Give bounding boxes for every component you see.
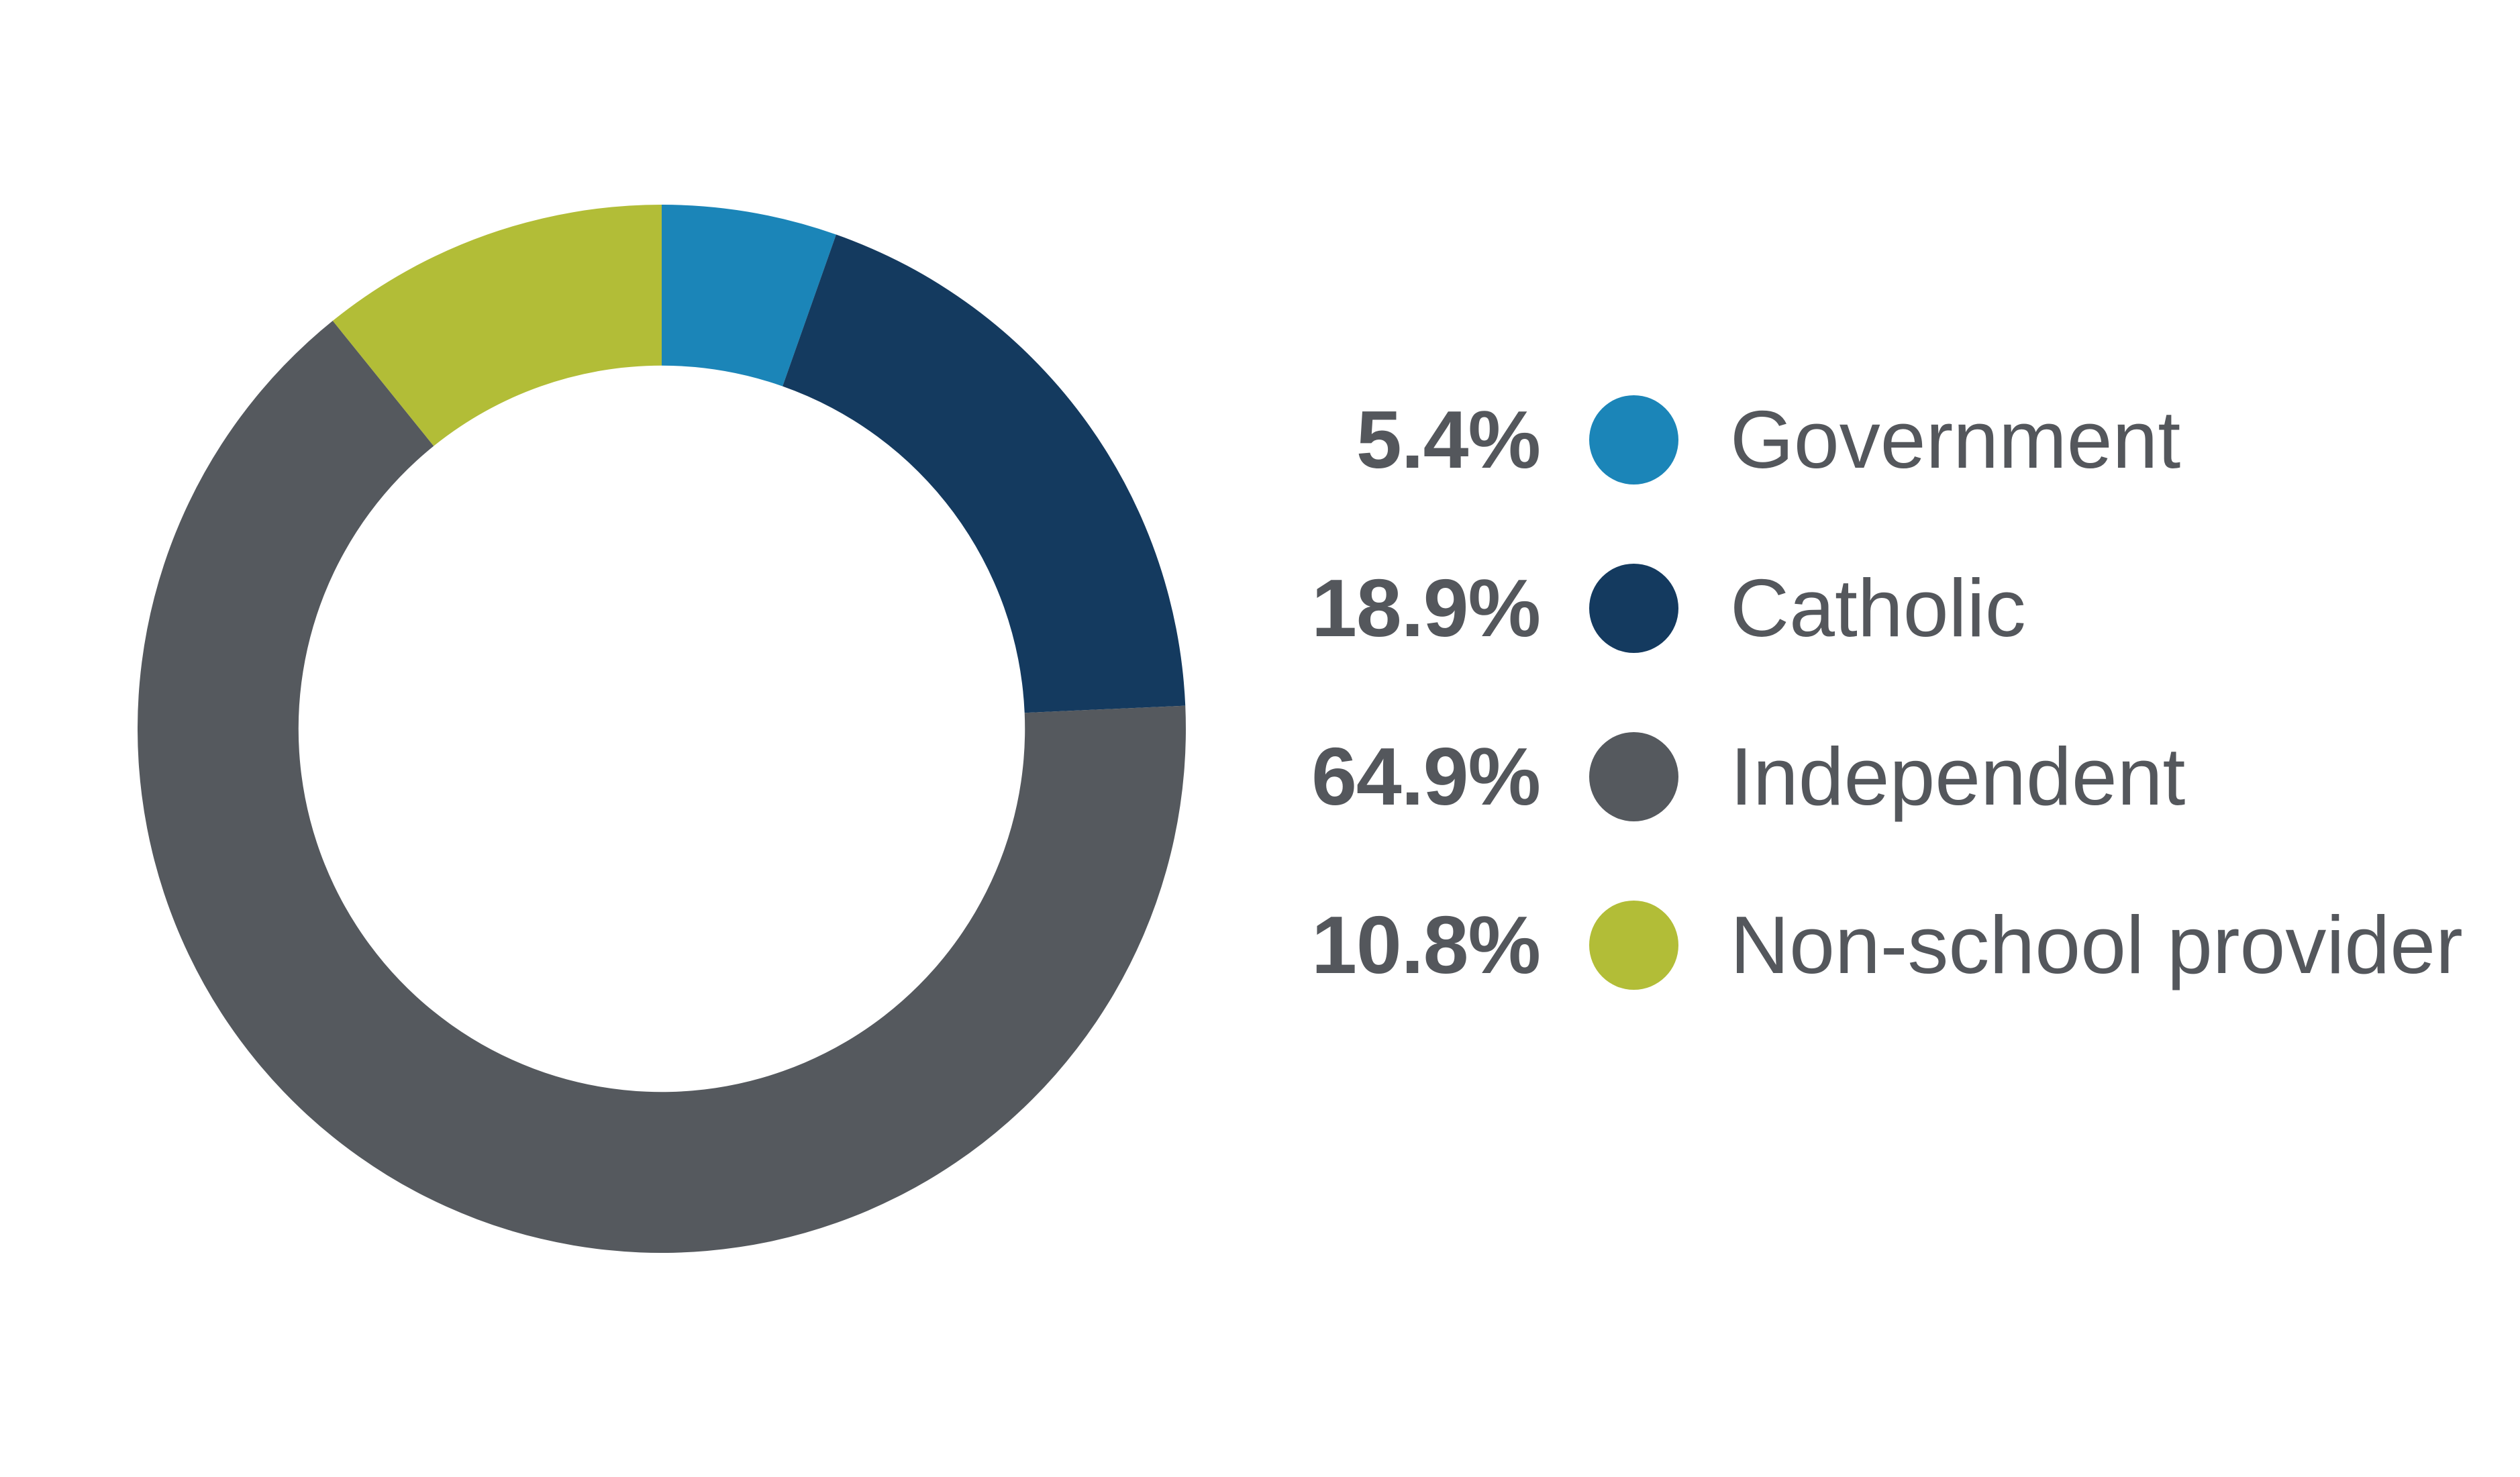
legend-percent: 64.9% bbox=[1311, 731, 1541, 822]
legend-color-dot bbox=[1589, 731, 1678, 821]
legend-percent: 5.4% bbox=[1356, 394, 1541, 485]
legend-percent: 18.9% bbox=[1311, 562, 1541, 654]
legend-item: 5.4% Government bbox=[1228, 391, 2180, 488]
slice-independent bbox=[138, 321, 1186, 1253]
legend-label: Government bbox=[1730, 394, 2181, 485]
slice-government bbox=[662, 205, 836, 387]
legend-item: 10.8% Non-school provider bbox=[1228, 897, 2463, 993]
legend-label: Catholic bbox=[1730, 562, 2026, 654]
legend-color-dot bbox=[1589, 395, 1678, 485]
legend-color-dot bbox=[1589, 563, 1678, 653]
legend-color-dot bbox=[1589, 900, 1678, 990]
legend-item: 64.9% Independent bbox=[1228, 728, 2185, 825]
legend-percent: 10.8% bbox=[1311, 899, 1541, 990]
legend-label: Independent bbox=[1730, 731, 2186, 822]
legend-item: 18.9% Catholic bbox=[1228, 560, 2026, 656]
slice-non-school-provider bbox=[332, 205, 662, 446]
legend-label: Non-school provider bbox=[1730, 899, 2463, 990]
slice-catholic bbox=[783, 234, 1186, 713]
donut-chart bbox=[138, 205, 1186, 1253]
